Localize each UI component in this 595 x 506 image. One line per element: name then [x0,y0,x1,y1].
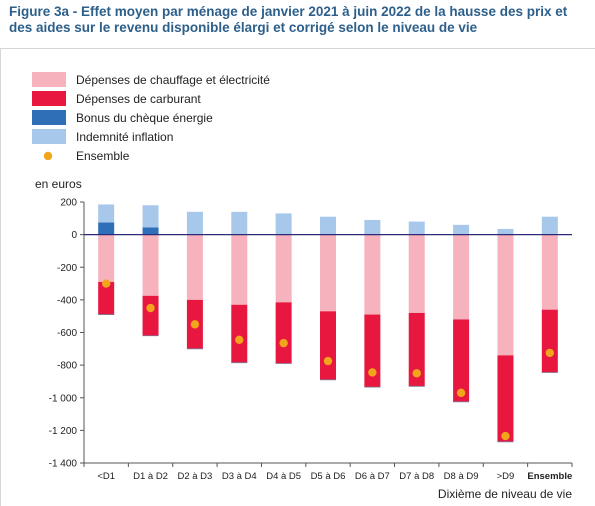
bar-indemnite [98,204,115,223]
bar-indemnite [231,211,248,235]
bar-chauffage [320,234,336,312]
y-tick-label: 0 [71,230,77,241]
ensemble-point [456,388,466,398]
bar-indemnite [320,216,336,235]
y-tick-label: -1 400 [49,459,78,470]
y-tick-label: -800 [57,361,77,372]
ensemble-point [545,348,555,358]
ensemble-point [190,320,200,329]
bar-indemnite [275,213,292,235]
legend-label-ensemble: Ensemble [76,149,130,163]
ensemble-point [412,369,421,378]
bar-indemnite [408,221,425,235]
x-tick-label: D1 à D2 [133,471,168,482]
chart-frame [0,48,595,506]
bar-carburant [497,355,514,442]
bar-indemnite [541,216,558,235]
x-tick-label: D5 à D6 [311,471,346,482]
bar-chauffage [186,234,203,300]
x-tick-label: Ensemble [527,471,572,482]
bar-carburant [364,314,381,388]
bar-carburant [408,312,425,387]
ensemble-points [101,279,555,441]
bar-carburant [275,302,292,364]
bar-carburant [142,295,159,336]
y-tick-label: 200 [60,198,77,209]
x-tick-label: <D1 [97,471,115,482]
x-tick-label: D3 à D4 [222,471,257,482]
legend-swatch-indemnite [32,129,66,144]
legend-swatch-chauffage [32,72,66,87]
legend-label-bonus: Bonus du chèque énergie [76,111,213,125]
bar-chauffage [453,234,470,320]
bar-bonus [142,227,159,235]
legend-marker-ensemble [43,151,53,161]
y-axis-label: en euros [35,177,82,191]
bar-carburant [320,311,336,380]
bars [98,204,558,443]
bar-carburant [541,309,558,373]
bar-carburant [98,281,115,315]
bar-carburant [231,304,248,363]
ensemble-point [101,279,111,288]
bar-chauffage [275,234,292,303]
legend: Dépenses de chauffage et électricité Dépe… [32,72,270,163]
legend-label-carburant: Dépenses de carburant [76,92,201,106]
y-tick-label: -1 000 [49,393,78,404]
legend-swatch-carburant [32,91,66,106]
ensemble-point [279,338,288,348]
bar-chauffage [142,234,159,296]
y-axis: 200 0 -200 -400 -600 -800 -1 000 -1 200 -1 400 [49,198,85,470]
x-tick-label: D6 à D7 [355,471,390,482]
ensemble-point [146,303,155,313]
bar-bonus [98,222,115,235]
x-tick-label: D7 à D8 [399,471,434,482]
x-tick-label: D4 à D5 [266,471,301,482]
bar-chauffage [541,234,558,310]
legend-label-indemnite: Indemnité inflation [76,130,173,144]
bar-indemnite [142,205,159,228]
y-tick-label: -1 200 [49,426,78,437]
bar-chauffage [364,234,381,315]
bar-chauffage [497,234,514,356]
legend-swatch-bonus [32,110,66,125]
bar-chauffage [408,234,425,313]
figure-title: Figure 3a - Effet moyen par ménage de ja… [9,4,568,35]
ensemble-point [235,335,244,345]
y-tick-label: -400 [57,295,77,306]
ensemble-point [501,431,510,441]
x-tick-label: D2 à D3 [177,471,212,482]
bar-indemnite [453,224,470,235]
bar-carburant [453,319,470,402]
bar-chauffage [231,234,248,305]
bar-indemnite [186,211,203,235]
y-tick-label: -200 [57,263,77,274]
bar-chauffage [98,234,115,282]
x-tick-label: >D9 [497,471,515,482]
legend-label-chauffage: Dépenses de chauffage et électricité [76,73,270,87]
x-axis: <D1 D1 à D2 D2 à D3 D3 à D4 D4 à D5 D5 à D6 D6… [83,462,573,482]
x-axis-label: Dixième de niveau de vie [438,487,572,501]
ensemble-point [323,356,333,366]
x-tick-label: D8 à D9 [444,471,479,482]
y-tick-label: -600 [57,328,77,339]
bar-indemnite [364,219,381,235]
ensemble-point [368,368,377,377]
bar-indemnite [497,228,514,235]
